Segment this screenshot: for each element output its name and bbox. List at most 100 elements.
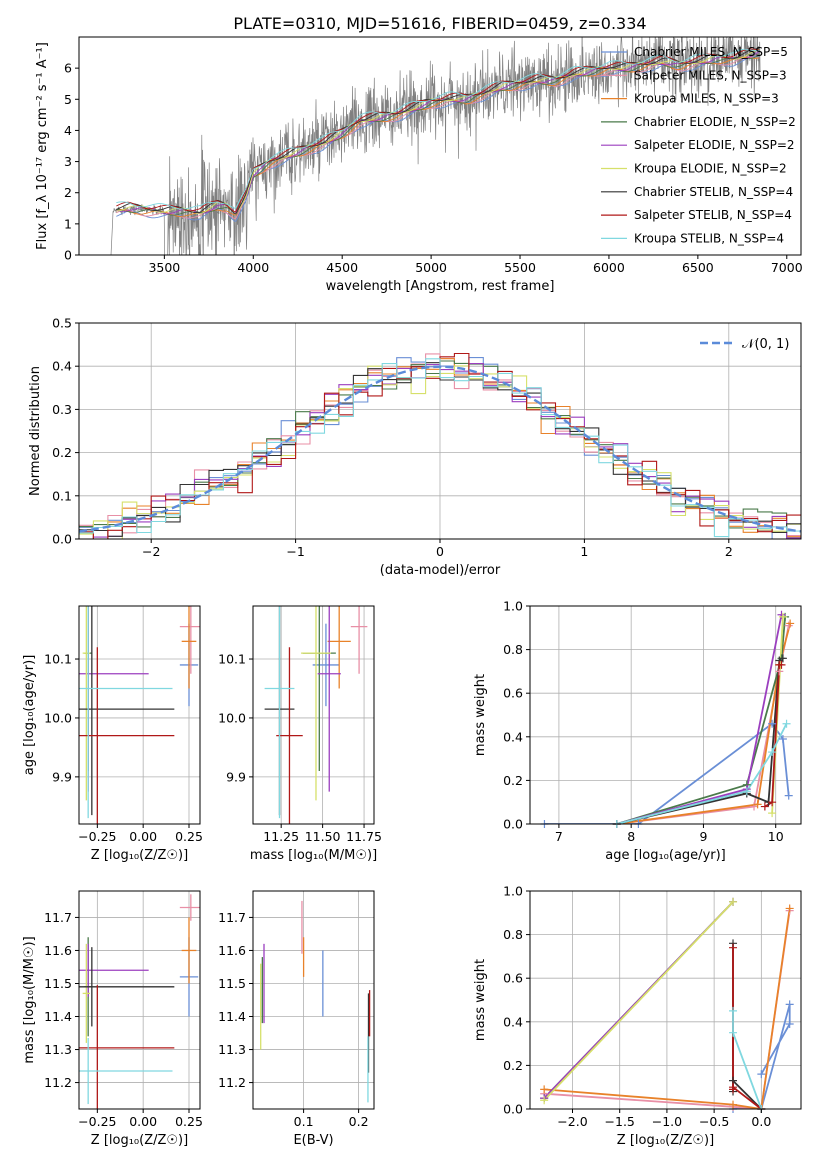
weight-marker: [729, 943, 738, 952]
model-spectrum-6: [116, 48, 760, 215]
plot-area: [79, 352, 801, 539]
x-tick-label: 0.00: [129, 1114, 157, 1129]
x-axis-label: E(B-V): [293, 1133, 333, 1148]
x-tick-label: 7000: [771, 260, 803, 275]
figure-title: PLATE=0310, MJD=51616, FIBERID=0459, z=0…: [233, 14, 646, 33]
weight-marker: [785, 1019, 794, 1028]
plot-area: [264, 606, 368, 824]
y-tick-label: 11.3: [44, 1042, 72, 1057]
x-tick-label: 6000: [593, 260, 625, 275]
x-tick-label: 8: [627, 829, 635, 844]
age_vs_Z-chart: −0.25 0.00 0.25 9.9 10.0 10.1 Z [log₁₀(Z/Z☉)] a…: [22, 605, 203, 863]
y-tick-label: 1: [64, 216, 72, 231]
plot-area: [260, 900, 371, 1103]
weight-marker: [784, 621, 793, 630]
x-tick-label: 0.2: [349, 1114, 369, 1129]
legend-label: Chabrier ELODIE, N_SSP=2: [634, 115, 796, 129]
x-tick-label: 11.50: [305, 829, 341, 844]
legend-label: Kroupa ELODIE, N_SSP=2: [634, 162, 787, 176]
y-tick-label: 10.0: [218, 710, 246, 725]
weight-marker: [742, 787, 751, 796]
residuals-chart: −2 −1 0 1 2 0.0 0.1 0.2 0.3 0.4 0.5 (data-model)/er…: [28, 316, 802, 578]
x-tick-label: −0.25: [78, 829, 116, 844]
y-tick-label: 10.1: [218, 652, 246, 667]
y-tick-label: 0.6: [503, 971, 523, 986]
x-tick-label: −1.5: [605, 1114, 635, 1129]
x-tick-label: 3500: [148, 260, 180, 275]
y-tick-label: 9.9: [52, 769, 72, 784]
x-tick-label: 0.0: [751, 1114, 771, 1129]
weight-marker: [784, 791, 793, 800]
normal-curve: [79, 365, 801, 533]
x-tick-label: 4500: [326, 260, 358, 275]
x-tick-label: 0.00: [129, 829, 157, 844]
y-tick-label: 1.0: [503, 884, 523, 899]
x-tick-label: 0.25: [175, 829, 203, 844]
y-tick-label: 0.1: [52, 488, 72, 503]
x-tick-label: −0.5: [699, 1114, 729, 1129]
x-tick-label: 0.25: [175, 1114, 203, 1129]
x-tick-label: 11.75: [346, 829, 382, 844]
x-axis-label: Z [log₁₀(Z/Z☉)]: [91, 848, 188, 863]
y-tick-label: 1.0: [503, 599, 523, 614]
y-tick-label: 11.5: [218, 976, 246, 991]
plot-area: [544, 614, 792, 824]
x-tick-label: 7: [555, 829, 563, 844]
y-tick-label: 0.8: [503, 927, 523, 942]
y-tick-label: 11.2: [44, 1075, 72, 1090]
y-tick-label: 0.5: [52, 316, 72, 331]
x-tick-label: −2.0: [557, 1114, 587, 1129]
histogram-1: [79, 353, 801, 539]
plot-area: [79, 606, 200, 824]
age_vs_mass-chart: 11.25 11.50 11.75 9.9 10.0 10.1 mass [log₁₀(M/…: [218, 605, 382, 863]
y-tick-label: 0.4: [503, 1014, 523, 1029]
legend-label: Salpeter MILES, N_SSP=3: [634, 68, 787, 82]
weight-marker: [778, 734, 787, 743]
x-tick-label: 1: [580, 544, 588, 559]
weight-marker: [729, 897, 738, 906]
axes-frame: [529, 605, 802, 825]
x-axis-label: Z [log₁₀(Z/Z☉)]: [617, 1133, 714, 1148]
weight-line-6: [732, 943, 762, 1109]
y-tick-label: 11.4: [218, 1009, 246, 1024]
x-tick-label: 10: [768, 829, 784, 844]
x-tick-label: 6500: [682, 260, 714, 275]
legend-label: Kroupa MILES, N_SSP=3: [634, 92, 779, 106]
x-axis-label: (data-model)/error: [380, 563, 501, 578]
x-tick-label: −0.25: [78, 1114, 116, 1129]
y-axis-label: Normed distribution: [28, 366, 43, 496]
legend-label: Chabrier MILES, N_SSP=5: [634, 45, 788, 59]
y-tick-label: 0.2: [503, 1058, 523, 1073]
x-tick-label: 5500: [504, 260, 536, 275]
y-tick-label: 4: [64, 123, 72, 138]
legend-label: 𝒩(0, 1): [742, 337, 789, 352]
weight-line-3: [616, 616, 786, 824]
weight-marker: [540, 1085, 549, 1094]
y-tick-label: 2: [64, 185, 72, 200]
x-tick-label: −1: [286, 544, 304, 559]
y-tick-label: 3: [64, 154, 72, 169]
weight-marker: [786, 619, 795, 628]
plot-area: [79, 894, 200, 1109]
weight-marker: [785, 1000, 794, 1009]
y-tick-label: 0: [64, 248, 72, 263]
x-axis-label: wavelength [Angstrom, rest frame]: [326, 279, 555, 294]
x-tick-label: 9: [699, 829, 707, 844]
y-tick-label: 0.4: [52, 359, 72, 374]
axes-frame: [529, 890, 802, 1110]
weight-marker: [778, 654, 787, 663]
x-tick-label: 0.1: [294, 1114, 314, 1129]
weight-marker: [777, 660, 786, 669]
y-tick-label: 0.2: [52, 445, 72, 460]
weight-line-2: [616, 623, 792, 824]
weight_vs_age-chart: 7 8 9 10 0.0 0.2 0.4 0.6 0.8 1.0 age [log₁₀(age/yr…: [473, 599, 802, 863]
y-axis-label: mass [log₁₀(M/M☉)]: [22, 936, 37, 1063]
weight-marker: [785, 904, 794, 913]
legend-label: Salpeter ELODIE, N_SSP=2: [634, 138, 795, 152]
y-tick-label: 0.4: [503, 729, 523, 744]
x-tick-label: 4000: [237, 260, 269, 275]
y-tick-label: 11.6: [218, 943, 246, 958]
y-tick-label: 10.1: [44, 652, 72, 667]
weight_vs_Z-chart: −2.0 −1.5 −1.0 −0.5 0.0 0.0 0.2 0.4 0.6 0.8 1.0 Z […: [473, 884, 802, 1148]
